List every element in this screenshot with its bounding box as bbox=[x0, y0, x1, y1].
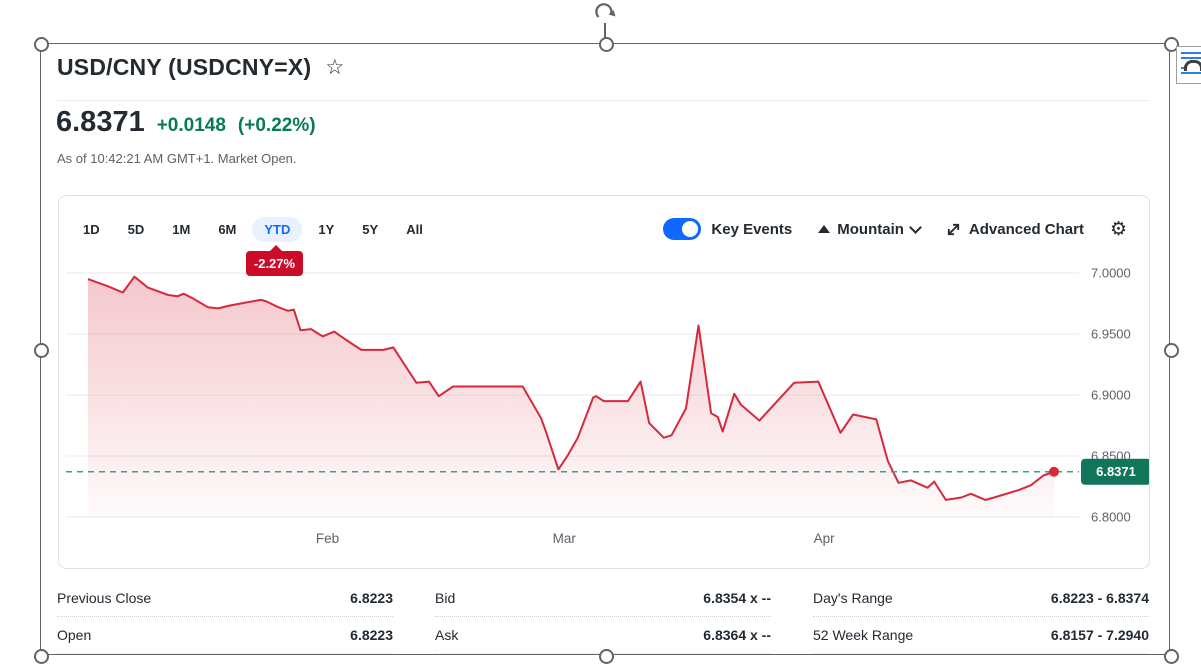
range-button-5y[interactable]: 5Y bbox=[362, 222, 379, 237]
y-axis-tick-label: 7.0000 bbox=[1091, 266, 1131, 281]
y-axis-tick-label: 6.9500 bbox=[1091, 327, 1131, 342]
header-divider bbox=[57, 100, 1150, 101]
range-button-1m[interactable]: 1M bbox=[172, 222, 191, 237]
series-line bbox=[87, 275, 1055, 501]
range-button-ytd[interactable]: YTD bbox=[252, 217, 303, 242]
stat-value: 6.8354 x -- bbox=[703, 590, 771, 606]
rotate-handle-icon[interactable] bbox=[592, 1, 618, 25]
price-change: +0.0148 bbox=[156, 115, 226, 136]
range-button-1d[interactable]: 1D bbox=[83, 222, 100, 237]
resize-handle-bottom-left[interactable] bbox=[34, 649, 49, 664]
toggle-switch-icon[interactable] bbox=[663, 218, 702, 240]
title-row: USD/CNY (USDCNY=X) ☆ bbox=[57, 54, 344, 81]
page-title: USD/CNY (USDCNY=X) bbox=[57, 54, 312, 80]
resize-handle-top-center[interactable] bbox=[599, 37, 614, 52]
rotation-handle-stem bbox=[604, 23, 606, 38]
chevron-down-icon bbox=[909, 220, 922, 234]
current-price: 6.8371 bbox=[56, 106, 145, 138]
x-axis-month-label: Feb bbox=[316, 531, 339, 546]
advanced-chart-label: Advanced Chart bbox=[968, 220, 1084, 238]
stat-open: Open 6.8223 bbox=[57, 617, 393, 654]
series-area bbox=[88, 276, 1054, 517]
stat-days-range: Day's Range 6.8223 - 6.8374 bbox=[813, 580, 1149, 617]
chart-type-label: Mountain bbox=[837, 220, 904, 238]
x-axis-month-label: Apr bbox=[814, 531, 836, 546]
stat-value: 6.8157 - 7.2940 bbox=[1050, 627, 1149, 643]
resize-handle-mid-left[interactable] bbox=[34, 343, 49, 358]
range-selector: 1D 5D 1M 6M YTD 1Y 5Y All bbox=[83, 217, 423, 242]
y-axis-tick-label: 6.8000 bbox=[1091, 510, 1131, 525]
last-price-dot bbox=[1049, 466, 1059, 477]
price-row: 6.8371 +0.0148 (+0.22%) bbox=[56, 106, 316, 139]
stat-label: Day's Range bbox=[813, 590, 893, 606]
as-of-timestamp: As of 10:42:21 AM GMT+1. Market Open. bbox=[57, 151, 297, 166]
range-button-5d[interactable]: 5D bbox=[127, 222, 145, 237]
stat-bid: Bid 6.8354 x -- bbox=[435, 580, 771, 617]
key-events-toggle[interactable]: Key Events bbox=[663, 218, 792, 240]
layout-options-button[interactable] bbox=[1176, 46, 1201, 84]
stat-value: 6.8223 bbox=[350, 590, 393, 606]
quote-table: Previous Close 6.8223 Bid 6.8354 x -- Da… bbox=[57, 580, 1149, 654]
resize-handle-top-left[interactable] bbox=[34, 37, 49, 52]
layout-options-icon bbox=[1181, 52, 1201, 76]
gear-icon[interactable]: ⚙ bbox=[1109, 218, 1127, 240]
mountain-icon bbox=[818, 225, 831, 233]
stat-value: 6.8223 bbox=[350, 627, 393, 643]
resize-handle-top-right[interactable] bbox=[1164, 37, 1179, 52]
stat-label: Bid bbox=[435, 590, 456, 606]
stat-label: Previous Close bbox=[57, 590, 152, 606]
stat-label: Open bbox=[57, 627, 92, 643]
chart-type-dropdown[interactable]: Mountain bbox=[818, 220, 922, 238]
key-events-label: Key Events bbox=[711, 220, 793, 238]
chart-card: 1D 5D 1M 6M YTD 1Y 5Y All -2.27% Key Eve… bbox=[58, 195, 1150, 569]
favorite-star-icon[interactable]: ☆ bbox=[325, 56, 345, 79]
current-price-badge-label: 6.8371 bbox=[1096, 464, 1136, 479]
x-axis-month-label: Mar bbox=[553, 531, 577, 546]
price-change-percent: (+0.22%) bbox=[237, 115, 316, 136]
resize-handle-mid-right[interactable] bbox=[1164, 343, 1179, 358]
current-price-badge bbox=[1081, 458, 1149, 485]
advanced-chart-button[interactable]: Advanced Chart bbox=[946, 221, 1084, 238]
ytd-change-badge: -2.27% bbox=[246, 245, 303, 276]
resize-handle-bottom-right[interactable] bbox=[1164, 649, 1179, 664]
quote-widget: USD/CNY (USDCNY=X) ☆ 6.8371 +0.0148 (+0.… bbox=[40, 43, 1168, 654]
stat-52-week-range: 52 Week Range 6.8157 - 7.2940 bbox=[813, 617, 1149, 654]
range-button-6m[interactable]: 6M bbox=[218, 222, 237, 237]
stat-value: 6.8223 - 6.8374 bbox=[1050, 590, 1149, 606]
chart-controls: Key Events Mountain Advanced Chart ⚙ bbox=[663, 216, 1127, 242]
stat-label: Ask bbox=[435, 627, 459, 643]
y-axis-tick-label: 6.9000 bbox=[1091, 388, 1131, 403]
resize-handle-bottom-center[interactable] bbox=[599, 649, 614, 664]
range-button-1y[interactable]: 1Y bbox=[318, 222, 335, 237]
stat-value: 6.8364 x -- bbox=[703, 627, 771, 643]
range-button-all[interactable]: All bbox=[406, 222, 423, 237]
stat-previous-close: Previous Close 6.8223 bbox=[57, 580, 393, 617]
stat-label: 52 Week Range bbox=[813, 627, 914, 643]
expand-arrows-icon bbox=[947, 223, 960, 235]
